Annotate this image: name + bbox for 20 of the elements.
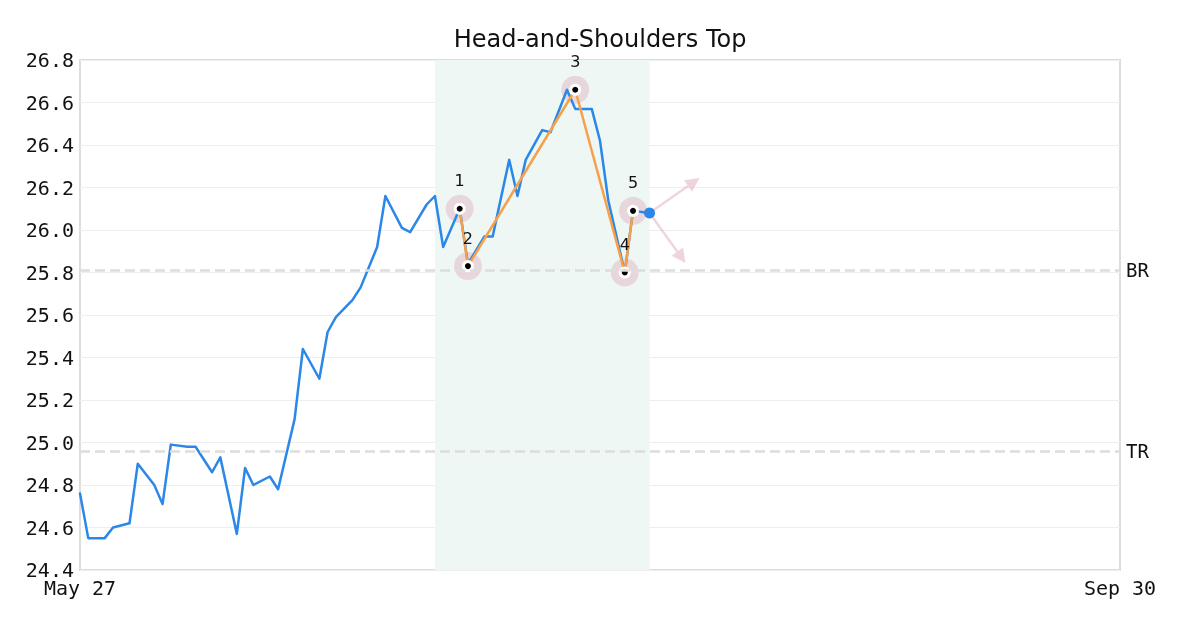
y-tick-label: 26.4: [25, 133, 74, 157]
annotation: 5: [627, 173, 639, 193]
ref-line-label: BR: [1126, 259, 1150, 282]
chart-title: Head-and-Shoulders Top: [453, 25, 747, 53]
y-tick-label: 25.6: [25, 303, 74, 327]
y-tick-label: 26.0: [25, 218, 74, 242]
annotation: 2: [462, 228, 474, 248]
y-tick-label: 26.2: [25, 175, 74, 200]
y-tick-label: 25.0: [25, 430, 74, 455]
ref-line-label: TR: [1126, 440, 1150, 462]
annotation: 3: [570, 52, 581, 72]
annotation: 1: [454, 171, 465, 191]
y-tick-label: 24.8: [25, 473, 74, 497]
y-tick-label: 25.8: [25, 260, 74, 285]
y-tick-label: 26.6: [25, 90, 74, 115]
y-tick-label: 25.2: [25, 388, 74, 412]
y-tick-label: 25.4: [25, 345, 74, 370]
x-tick-label: Sep 30: [1083, 576, 1157, 600]
y-tick-label: 26.8: [25, 48, 74, 72]
y-tick-label: 24.6: [25, 515, 74, 540]
